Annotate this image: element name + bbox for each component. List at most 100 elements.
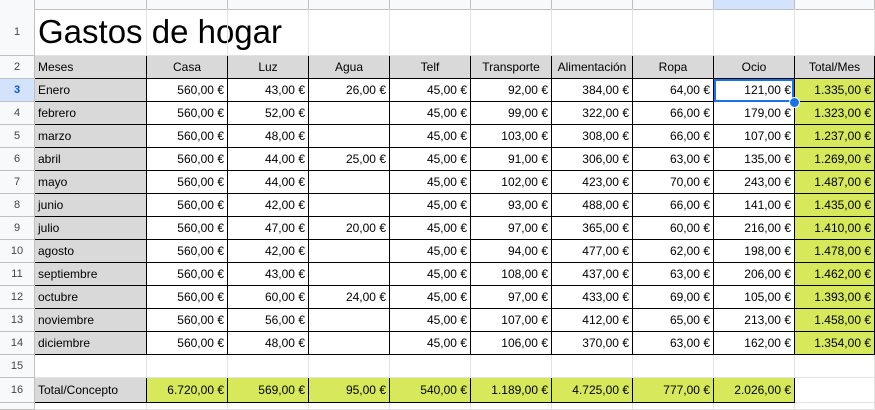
- cell-row17-total-mes[interactable]: [795, 403, 875, 410]
- data-cell-telf[interactable]: 45,00 €: [390, 332, 471, 355]
- row-header-9[interactable]: 9: [0, 217, 35, 240]
- header-cell-luz[interactable]: Luz: [228, 56, 309, 79]
- cell-row15-alimentacion[interactable]: [552, 355, 633, 378]
- data-cell-ropa[interactable]: 63,00 €: [633, 332, 714, 355]
- row-header-10[interactable]: 10: [0, 240, 35, 263]
- data-cell-transporte[interactable]: 108,00 €: [471, 263, 552, 286]
- header-cell-ropa[interactable]: Ropa: [633, 56, 714, 79]
- cell-row15-meses[interactable]: [35, 355, 147, 378]
- data-cell-luz[interactable]: 48,00 €: [228, 125, 309, 148]
- data-cell-ropa[interactable]: 60,00 €: [633, 217, 714, 240]
- data-cell-casa[interactable]: 560,00 €: [147, 194, 228, 217]
- row-header-12[interactable]: 12: [0, 286, 35, 309]
- data-cell-luz[interactable]: 43,00 €: [228, 79, 309, 102]
- row-header-7[interactable]: 7: [0, 171, 35, 194]
- data-cell-casa[interactable]: 560,00 €: [147, 286, 228, 309]
- month-label[interactable]: abril: [35, 148, 147, 171]
- cell-row1-alimentacion[interactable]: [552, 9, 633, 56]
- cell-row17-ropa[interactable]: [633, 403, 714, 410]
- month-label[interactable]: febrero: [35, 102, 147, 125]
- row-header-1[interactable]: 1: [0, 9, 35, 56]
- data-cell-luz[interactable]: 42,00 €: [228, 194, 309, 217]
- cell-row15-ocio[interactable]: [714, 355, 795, 378]
- cell-row15-telf[interactable]: [390, 355, 471, 378]
- data-cell-alimentacion[interactable]: 365,00 €: [552, 217, 633, 240]
- row-header-2[interactable]: 2: [0, 56, 35, 79]
- header-cell-ocio[interactable]: Ocio: [714, 56, 795, 79]
- data-cell-total-mes[interactable]: 1.458,00 €: [795, 309, 875, 332]
- data-cell-luz[interactable]: 42,00 €: [228, 240, 309, 263]
- cell-row1-casa[interactable]: [147, 9, 228, 56]
- data-cell-agua[interactable]: [309, 263, 390, 286]
- column-header-3[interactable]: [228, 0, 309, 9]
- data-cell-ropa[interactable]: 69,00 €: [633, 286, 714, 309]
- row-header-5[interactable]: 5: [0, 125, 35, 148]
- total-cell-alimentacion[interactable]: 4.725,00 €: [552, 378, 633, 403]
- cell-row17-alimentacion[interactable]: [552, 403, 633, 410]
- month-label[interactable]: agosto: [35, 240, 147, 263]
- column-header-6[interactable]: [471, 0, 552, 9]
- data-cell-telf[interactable]: 45,00 €: [390, 102, 471, 125]
- data-cell-agua[interactable]: 20,00 €: [309, 217, 390, 240]
- data-cell-alimentacion[interactable]: 488,00 €: [552, 194, 633, 217]
- month-label[interactable]: diciembre: [35, 332, 147, 355]
- data-cell-ropa[interactable]: 65,00 €: [633, 309, 714, 332]
- header-cell-alimentacion[interactable]: Alimentación: [552, 56, 633, 79]
- data-cell-agua[interactable]: [309, 309, 390, 332]
- cell-row17-ocio[interactable]: [714, 403, 795, 410]
- row-header-3[interactable]: 3: [0, 79, 35, 102]
- data-cell-total-mes[interactable]: 1.354,00 €: [795, 332, 875, 355]
- data-cell-transporte[interactable]: 94,00 €: [471, 240, 552, 263]
- row-header-15[interactable]: 15: [0, 355, 35, 378]
- total-cell-casa[interactable]: 6.720,00 €: [147, 378, 228, 403]
- data-cell-transporte[interactable]: 97,00 €: [471, 217, 552, 240]
- header-cell-transporte[interactable]: Transporte: [471, 56, 552, 79]
- data-cell-telf[interactable]: 45,00 €: [390, 263, 471, 286]
- data-cell-ocio[interactable]: 213,00 €: [714, 309, 795, 332]
- cell-row15-luz[interactable]: [228, 355, 309, 378]
- cell-row1-total-mes[interactable]: [795, 9, 875, 56]
- data-cell-telf[interactable]: 45,00 €: [390, 148, 471, 171]
- row-header-4[interactable]: 4: [0, 102, 35, 125]
- data-cell-transporte[interactable]: 91,00 €: [471, 148, 552, 171]
- data-cell-alimentacion[interactable]: 433,00 €: [552, 286, 633, 309]
- data-cell-agua[interactable]: 26,00 €: [309, 79, 390, 102]
- data-cell-total-mes[interactable]: 1.478,00 €: [795, 240, 875, 263]
- data-cell-luz[interactable]: 47,00 €: [228, 217, 309, 240]
- data-cell-luz[interactable]: 56,00 €: [228, 309, 309, 332]
- cell-row15-transporte[interactable]: [471, 355, 552, 378]
- fill-handle[interactable]: [789, 97, 800, 108]
- data-cell-ocio[interactable]: 105,00 €: [714, 286, 795, 309]
- column-header-10[interactable]: [795, 0, 875, 9]
- row-header-11[interactable]: 11: [0, 263, 35, 286]
- totals-label[interactable]: Total/Concepto: [35, 378, 147, 403]
- data-cell-alimentacion[interactable]: 477,00 €: [552, 240, 633, 263]
- data-cell-ocio[interactable]: 107,00 €: [714, 125, 795, 148]
- total-cell-ocio[interactable]: 2.026,00 €: [714, 378, 795, 403]
- data-cell-luz[interactable]: 43,00 €: [228, 263, 309, 286]
- data-cell-telf[interactable]: 45,00 €: [390, 240, 471, 263]
- data-cell-luz[interactable]: 44,00 €: [228, 171, 309, 194]
- data-cell-alimentacion[interactable]: 423,00 €: [552, 171, 633, 194]
- data-cell-telf[interactable]: 45,00 €: [390, 79, 471, 102]
- data-cell-casa[interactable]: 560,00 €: [147, 79, 228, 102]
- cell-row1-transporte[interactable]: [471, 9, 552, 56]
- data-cell-luz[interactable]: 44,00 €: [228, 148, 309, 171]
- data-cell-casa[interactable]: 560,00 €: [147, 148, 228, 171]
- data-cell-casa[interactable]: 560,00 €: [147, 309, 228, 332]
- total-cell-telf[interactable]: 540,00 €: [390, 378, 471, 403]
- data-cell-agua[interactable]: [309, 240, 390, 263]
- data-cell-casa[interactable]: 560,00 €: [147, 217, 228, 240]
- month-label[interactable]: Enero: [35, 79, 147, 102]
- cell-row15-total-mes[interactable]: [795, 355, 875, 378]
- column-header-5[interactable]: [390, 0, 471, 9]
- data-cell-agua[interactable]: [309, 102, 390, 125]
- data-cell-luz[interactable]: 52,00 €: [228, 102, 309, 125]
- column-header-9[interactable]: [714, 0, 795, 9]
- data-cell-ropa[interactable]: 70,00 €: [633, 171, 714, 194]
- data-cell-ropa[interactable]: 66,00 €: [633, 125, 714, 148]
- data-cell-agua[interactable]: [309, 332, 390, 355]
- data-cell-ocio[interactable]: 162,00 €: [714, 332, 795, 355]
- row-header-6[interactable]: 6: [0, 148, 35, 171]
- data-cell-ocio[interactable]: 243,00 €: [714, 171, 795, 194]
